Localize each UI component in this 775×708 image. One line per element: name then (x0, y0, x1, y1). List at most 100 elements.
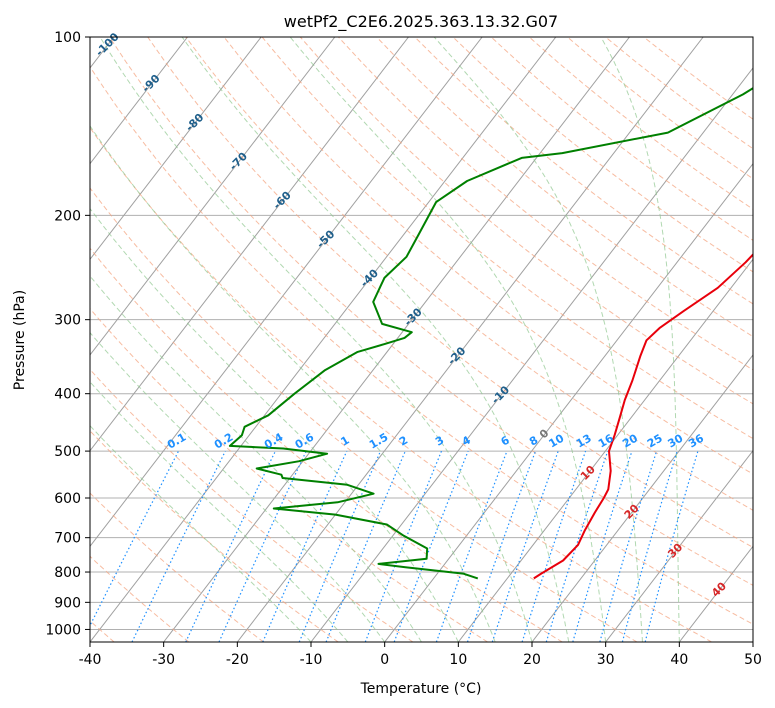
x-tick-label: -40 (79, 652, 102, 668)
x-tick-label: -10 (300, 652, 323, 668)
dry-adiabat-line (90, 307, 488, 642)
mixing-ratio-line (298, 450, 382, 642)
dry-adiabat-line (185, 37, 753, 511)
isotherm-line (90, 37, 262, 261)
isotherm-label: -100 (93, 30, 122, 59)
mixing-ratio-line (90, 450, 180, 628)
moist-adiabat-line (90, 207, 459, 642)
y-tick-label: 900 (54, 595, 81, 611)
isotherm-line (310, 67, 753, 642)
isotherm-line (90, 37, 188, 165)
mixing-ratio-line (466, 450, 537, 642)
y-axis-title: Pressure (hPa) (12, 290, 28, 390)
dewpoint-profile-line (228, 86, 753, 580)
moist-adiabat-line (90, 275, 422, 642)
isotherm-line (236, 37, 704, 642)
moist-adiabat-line (90, 125, 496, 642)
y-tick-label: 400 (54, 387, 81, 403)
chart-title: wetPf2_C2E6.2025.363.13.32.G07 (284, 12, 558, 32)
dry-adiabat-line (452, 37, 753, 273)
dry-adiabat-line (261, 37, 753, 440)
mixing-ratio-line (545, 450, 609, 642)
mixing-ratio-label: 36 (686, 431, 706, 450)
isotherm-line (752, 641, 753, 642)
y-tick-label: 100 (54, 30, 81, 46)
dry-adiabat-line (90, 187, 638, 642)
x-tick-label: 50 (744, 652, 762, 668)
y-tick-label: 300 (54, 313, 81, 329)
dry-adiabat-line (147, 37, 753, 548)
x-axis-title: Temperature (°C) (360, 681, 482, 697)
mixing-ratio-line (131, 450, 226, 642)
mixing-ratio-line (435, 450, 508, 642)
mixing-ratio-line (644, 450, 699, 642)
mixing-ratio-line (491, 450, 559, 642)
isotherm-label: -70 (227, 150, 250, 173)
plot-frame (89, 36, 754, 643)
isotherm-label: -10 (489, 383, 512, 406)
isotherm-label: -80 (183, 111, 206, 134)
mixing-ratio-line (364, 450, 443, 642)
y-tick-label: 700 (54, 531, 81, 547)
moist-adiabat-line (90, 331, 386, 642)
mixing-ratio-line (262, 450, 348, 642)
dry-adiabat-line (376, 37, 753, 338)
dry-adiabat-line (90, 247, 563, 642)
dry-adiabat-line (643, 37, 753, 120)
temperature-profile-line (533, 253, 753, 580)
isotherm-label: 10 (578, 463, 598, 483)
isotherm-line (90, 37, 336, 356)
isotherm-line (384, 162, 753, 642)
isotherm-label: 40 (709, 579, 729, 599)
dry-adiabat-line (528, 37, 753, 210)
mixing-ratio-label: 30 (665, 431, 685, 450)
mixing-ratio-label: 1 (338, 434, 351, 449)
isotherm-label: 20 (622, 501, 642, 521)
mixing-ratio-line (393, 450, 469, 642)
dry-adiabat-line (90, 126, 712, 642)
mixing-ratio-line (572, 450, 633, 642)
x-tick-label: 30 (597, 652, 615, 668)
y-tick-label: 600 (54, 491, 81, 507)
moist-adiabat-line (289, 37, 607, 642)
dry-adiabat-line (90, 555, 190, 642)
moist-adiabat-line (90, 425, 312, 642)
mixing-ratio-line (325, 450, 406, 642)
y-tick-label: 800 (54, 565, 81, 581)
y-tick-label: 500 (54, 444, 81, 460)
x-tick-label: -20 (226, 652, 249, 668)
moist-adiabat-line (433, 37, 643, 642)
dry-adiabat-line (90, 65, 753, 625)
x-tick-label: -30 (152, 652, 175, 668)
isotherm-label: -30 (402, 305, 425, 328)
mixing-ratio-label: 2 (397, 434, 410, 449)
dry-adiabat-line (299, 37, 753, 405)
mixing-ratio-label: 3 (433, 434, 446, 449)
isotherm-label: -50 (314, 227, 337, 250)
isotherm-label: -20 (445, 344, 468, 367)
mixing-ratio-line (599, 450, 658, 642)
moist-adiabat-line (181, 37, 570, 642)
dry-adiabat-line (90, 368, 414, 642)
dry-adiabat-line (109, 37, 753, 586)
isotherm-label: -90 (139, 72, 162, 95)
isotherm-line (90, 37, 557, 642)
isotherm-label: 30 (665, 540, 685, 560)
mixing-ratio-label: 20 (620, 431, 640, 450)
x-tick-label: 10 (449, 652, 467, 668)
mixing-ratio-line (621, 450, 678, 642)
y-tick-label: 1000 (45, 622, 81, 638)
isotherm-line (457, 258, 753, 642)
mixing-ratio-label: 13 (574, 432, 594, 451)
mixing-ratio-label: 0.2 (212, 431, 235, 452)
isotherm-line (90, 37, 409, 452)
dry-adiabat-line (90, 492, 264, 642)
mixing-ratio-label: 16 (596, 431, 616, 450)
dry-adiabat-line (414, 37, 753, 305)
x-tick-label: 40 (670, 652, 688, 668)
x-tick-label: 20 (523, 652, 541, 668)
moist-adiabat-line (600, 37, 680, 642)
mixing-ratio-line (521, 450, 587, 642)
y-tick-label: 200 (54, 208, 81, 224)
